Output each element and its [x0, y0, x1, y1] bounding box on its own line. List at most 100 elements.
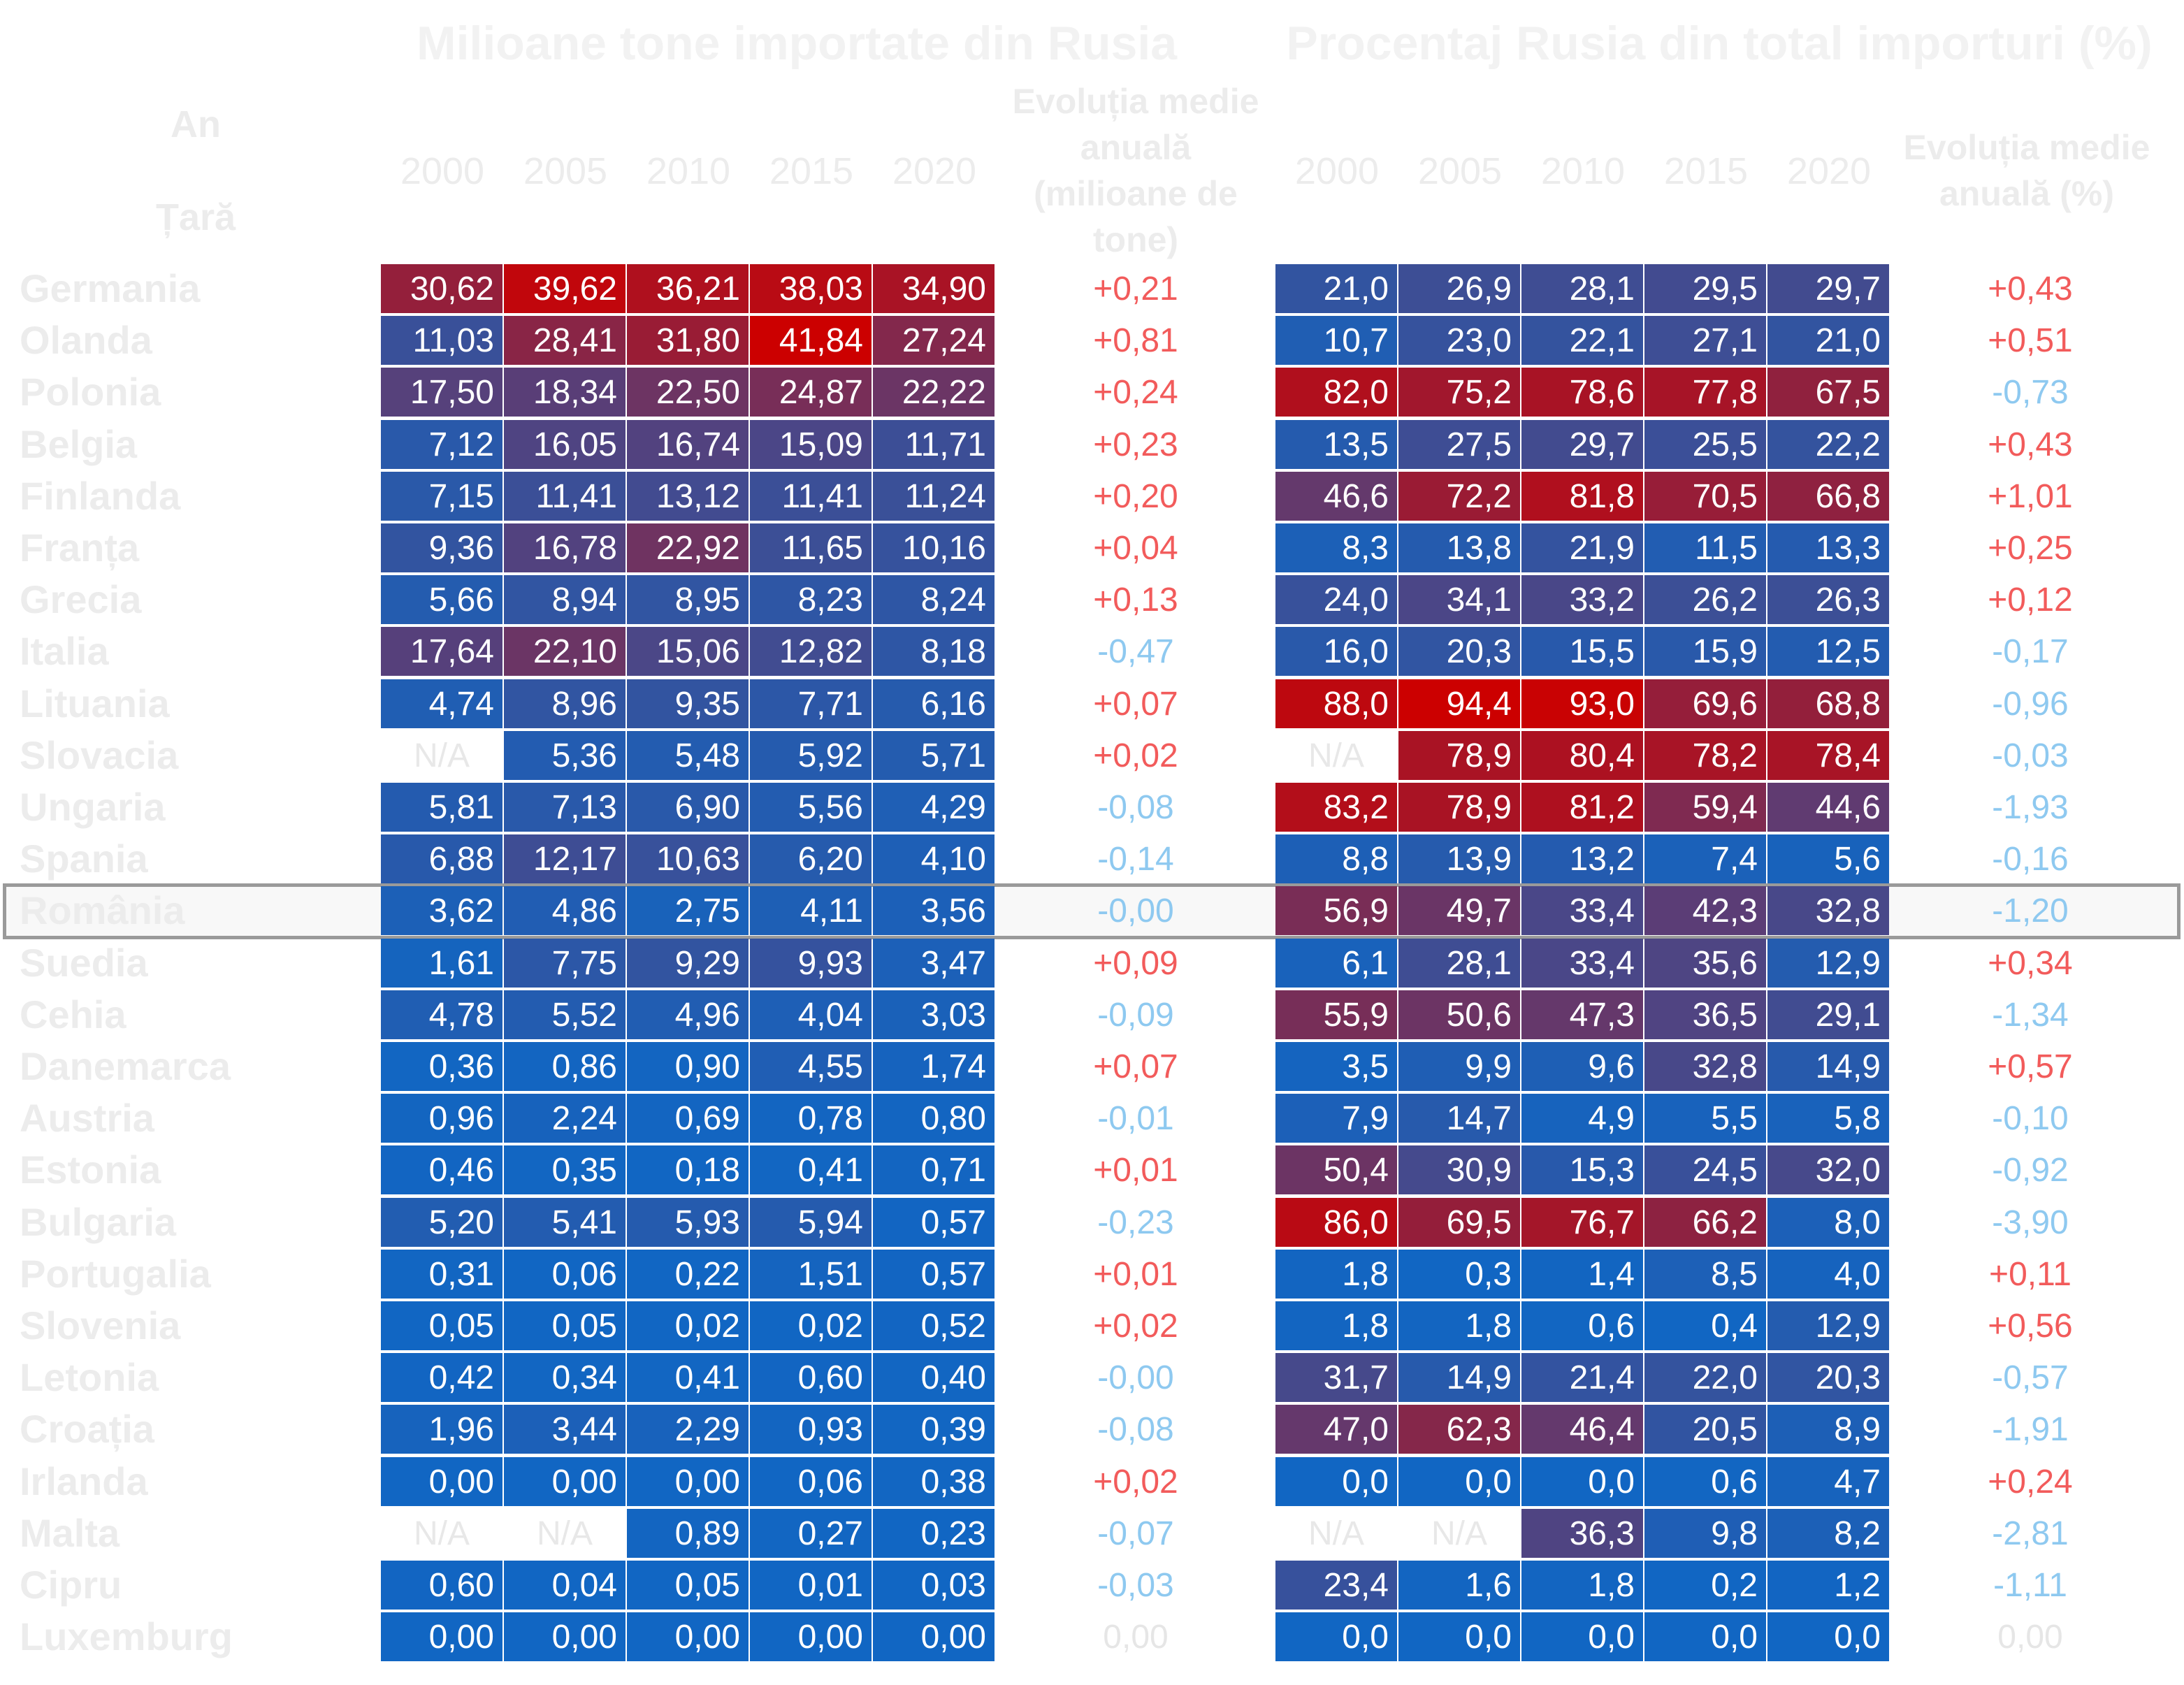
tonnes-evo-malta: -0,07 [1097, 1514, 1174, 1552]
tonnes-cell-malta-2010: 0,89 [627, 1508, 749, 1558]
country-label-letonia: Letonia [20, 1355, 159, 1400]
percent-cell-cipru-2020: 1,2 [1767, 1561, 1889, 1610]
percent-cell-spania-2005: 13,9 [1398, 834, 1520, 884]
tonnes-cell-croatia-2020: 0,39 [873, 1405, 995, 1454]
country-label-suedia: Suedia [20, 940, 148, 985]
tonnes-cell-franta-2015: 11,65 [750, 523, 872, 572]
percent-evo-letonia: -0,57 [1992, 1359, 2069, 1397]
tonnes-cell-romania-2000: 3,62 [381, 886, 502, 936]
tonnes-cell-danemarca-2020: 1,74 [873, 1042, 995, 1091]
tonnes-cell-slovenia-2005: 0,05 [504, 1301, 625, 1350]
tonnes-cell-croatia-2015: 0,93 [750, 1405, 872, 1454]
tonnes-cell-malta-2000: N/A [413, 1514, 470, 1552]
percent-cell-malta-2020: 8,2 [1767, 1508, 1889, 1558]
tonnes-evo-slovenia: +0,02 [1093, 1308, 1178, 1345]
percent-cell-danemarca-2020: 14,9 [1767, 1042, 1889, 1091]
percent-cell-italia-2020: 12,5 [1767, 627, 1889, 677]
percent-cell-belgia-2010: 29,7 [1521, 419, 1643, 469]
percent-cell-polonia-2005: 75,2 [1398, 368, 1520, 417]
tonnes-cell-portugalia-2020: 0,57 [873, 1249, 995, 1299]
percent-cell-luxemburg-2015: 0,0 [1644, 1612, 1766, 1662]
tonnes-evo-grecia: +0,13 [1093, 581, 1178, 619]
tonnes-evo-slovacia: +0,02 [1093, 737, 1178, 774]
country-label-danemarca: Danemarca [20, 1044, 231, 1088]
percent-cell-cipru-2000: 23,4 [1275, 1561, 1397, 1610]
tonnes-cell-bulgaria-2015: 5,94 [750, 1197, 872, 1247]
percent-cell-irlanda-2005: 0,0 [1398, 1456, 1520, 1506]
percent-cell-austria-2010: 4,9 [1521, 1094, 1643, 1143]
percent-cell-portugalia-2005: 0,3 [1398, 1249, 1520, 1299]
country-label-grecia: Grecia [20, 577, 142, 622]
percent-cell-belgia-2015: 25,5 [1644, 419, 1766, 469]
tonnes-cell-austria-2005: 2,24 [504, 1094, 625, 1143]
tonnes-cell-spania-2020: 4,10 [873, 834, 995, 884]
percent-cell-slovenia-2020: 12,9 [1767, 1301, 1889, 1350]
percent-cell-cehia-2005: 50,6 [1398, 990, 1520, 1039]
percent-cell-olanda-2000: 10,7 [1275, 316, 1397, 366]
percent-evo-croatia: -1,91 [1992, 1411, 2069, 1449]
tonnes-evo-belgia: +0,23 [1093, 426, 1178, 463]
tonnes-cell-slovacia-2005: 5,36 [504, 730, 625, 780]
tonnes-cell-irlanda-2005: 0,00 [504, 1456, 625, 1506]
percent-cell-cehia-2010: 47,3 [1521, 990, 1643, 1039]
country-label-germania: Germania [20, 266, 201, 310]
country-label-bulgaria: Bulgaria [20, 1199, 177, 1244]
percent-cell-slovacia-2005: 78,9 [1398, 730, 1520, 780]
percent-cell-malta-2005: N/A [1431, 1514, 1487, 1552]
percent-evo-estonia: -0,92 [1992, 1152, 2069, 1189]
percent-cell-slovenia-2000: 1,8 [1275, 1301, 1397, 1350]
tonnes-cell-spania-2005: 12,17 [504, 834, 625, 884]
tonnes-cell-austria-2015: 0,78 [750, 1094, 872, 1143]
percent-cell-grecia-2000: 24,0 [1275, 575, 1397, 625]
percent-cell-ungaria-2015: 59,4 [1644, 783, 1766, 832]
tonnes-cell-danemarca-2005: 0,86 [504, 1042, 625, 1091]
tonnes-cell-slovenia-2010: 0,02 [627, 1301, 749, 1350]
tonnes-cell-letonia-2010: 0,41 [627, 1353, 749, 1403]
percent-cell-germania-2010: 28,1 [1521, 264, 1643, 313]
percent-cell-letonia-2015: 22,0 [1644, 1353, 1766, 1403]
tonnes-evo-germania: +0,21 [1093, 270, 1178, 308]
tonnes-evo-letonia: -0,00 [1097, 1359, 1174, 1397]
percent-cell-portugalia-2015: 8,5 [1644, 1249, 1766, 1299]
tonnes-cell-grecia-2005: 8,94 [504, 575, 625, 625]
tonnes-cell-finlanda-2015: 11,41 [750, 471, 872, 521]
percent-cell-romania-2020: 32,8 [1767, 886, 1889, 936]
tonnes-cell-finlanda-2000: 7,15 [381, 471, 502, 521]
country-label-irlanda: Irlanda [20, 1459, 148, 1503]
percent-cell-belgia-2005: 27,5 [1398, 419, 1520, 469]
tonnes-cell-finlanda-2020: 11,24 [873, 471, 995, 521]
year-header-left-2000: 2000 [400, 150, 485, 192]
tonnes-cell-irlanda-2010: 0,00 [627, 1456, 749, 1506]
tonnes-cell-italia-2000: 17,64 [381, 627, 502, 677]
percent-cell-portugalia-2020: 4,0 [1767, 1249, 1889, 1299]
tonnes-cell-danemarca-2015: 4,55 [750, 1042, 872, 1091]
percent-cell-portugalia-2000: 1,8 [1275, 1249, 1397, 1299]
percent-cell-olanda-2020: 21,0 [1767, 316, 1889, 366]
tonnes-cell-malta-2020: 0,23 [873, 1508, 995, 1558]
country-label-slovenia: Slovenia [20, 1303, 181, 1347]
country-label-spania: Spania [20, 837, 148, 881]
tonnes-cell-spania-2000: 6,88 [381, 834, 502, 884]
percent-cell-slovenia-2010: 0,6 [1521, 1301, 1643, 1350]
tonnes-cell-cehia-2010: 4,96 [627, 990, 749, 1039]
percent-evo-luxemburg: 0,00 [1997, 1619, 2063, 1656]
percent-cell-suedia-2015: 35,6 [1644, 938, 1766, 988]
percent-cell-austria-2015: 5,5 [1644, 1094, 1766, 1143]
tonnes-cell-irlanda-2020: 0,38 [873, 1456, 995, 1506]
tonnes-cell-polonia-2015: 24,87 [750, 368, 872, 417]
percent-cell-danemarca-2015: 32,8 [1644, 1042, 1766, 1091]
percent-evo-portugalia: +0,11 [1989, 1255, 2071, 1293]
tonnes-cell-olanda-2015: 41,84 [750, 316, 872, 366]
percent-evo-malta: -2,81 [1992, 1514, 2069, 1552]
country-label-malta: Malta [20, 1510, 120, 1555]
country-label-estonia: Estonia [20, 1148, 161, 1192]
tonnes-cell-cehia-2015: 4,04 [750, 990, 872, 1039]
year-header-right-2010: 2010 [1540, 150, 1626, 192]
country-label-austria: Austria [20, 1096, 154, 1141]
tonnes-cell-olanda-2020: 27,24 [873, 316, 995, 366]
tonnes-cell-portugalia-2010: 0,22 [627, 1249, 749, 1299]
percent-cell-cipru-2015: 0,2 [1644, 1561, 1766, 1610]
percent-cell-bulgaria-2010: 76,7 [1521, 1197, 1643, 1247]
tonnes-cell-spania-2010: 10,63 [627, 834, 749, 884]
